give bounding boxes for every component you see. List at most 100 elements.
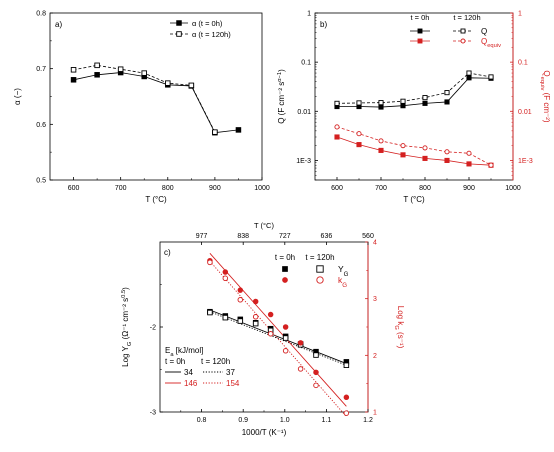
panel-c-top-tick-label: 636 (321, 233, 333, 240)
panel-b-legend-marker (417, 38, 423, 44)
panel-b-legend-header: t = 0h (411, 13, 430, 22)
panel-a-xtick-label: 800 (162, 185, 174, 192)
panel-b-xtick-label: 800 (419, 185, 431, 192)
panel-c-point (237, 318, 244, 324)
panel-b-legend-marker (417, 28, 423, 34)
panel-c-top-tick-label: 560 (362, 233, 374, 240)
panel-c-legend-label: YG (338, 264, 349, 278)
panel-c-ytick-label-right: 4 (373, 240, 377, 247)
panel-b-series-line (336, 72, 492, 104)
panel-c-point (343, 362, 350, 369)
panel-b-xtick-label: 1000 (505, 185, 521, 192)
panel-c-point (252, 320, 259, 327)
panel-c-point (237, 287, 244, 293)
panel-b-point (422, 155, 428, 161)
panel-a-xtick-label: 600 (68, 185, 80, 192)
panel-b-point (334, 124, 340, 130)
panel-b-ytick-label-right: 1E-3 (518, 158, 533, 165)
panel-c-point (207, 309, 213, 316)
panel-c-ylabel-left: Log YG (Ω⁻¹ cm⁻² s0.5) (121, 287, 133, 367)
panel-a-point (188, 82, 195, 89)
panel-b-legend-header: t = 120h (453, 13, 480, 22)
panel-c-point (282, 324, 289, 330)
panel-c-ea-value: 146 (184, 379, 198, 388)
panel-c-legend-header: t = 120h (305, 253, 334, 262)
panel-c-top-tick-label: 838 (237, 233, 249, 240)
panel-c-ylabel-right: Log kG (s⁻¹) (393, 306, 405, 349)
panel-b-ytick-label-left: 0.01 (297, 109, 311, 116)
panel-c-top-axis-label: T (°C) (254, 221, 274, 230)
panel-a-xtick-label: 1000 (254, 185, 270, 192)
panel-c-ytick-label-left: -2 (150, 325, 156, 332)
panel-a-point (94, 62, 100, 69)
panel-c-legend-marker (316, 276, 324, 284)
panel-c-point (343, 410, 350, 416)
panel-a-point (70, 67, 77, 73)
panel-c-top-tick-label: 977 (196, 233, 208, 240)
panel-b-xlabel: T (°C) (403, 195, 425, 204)
panel-a-point (141, 70, 147, 76)
panel-b-point (400, 98, 406, 104)
panel-c-xtick-label: 1.0 (280, 417, 290, 424)
panel-b-legend-marker (460, 28, 466, 34)
panel-a-legend-marker (176, 31, 182, 37)
panel-b-point (356, 100, 362, 106)
panel-b-ytick-label-right: 0.01 (518, 109, 532, 116)
panel-b-ytick-label-right: 0.1 (518, 60, 528, 67)
panel-c-xtick-label: 0.9 (238, 417, 248, 424)
panel-b-point (466, 150, 472, 156)
panel-c-point (267, 311, 274, 318)
panel-b-xtick-label: 700 (375, 185, 387, 192)
panel-c-ytick-label-left: -3 (150, 410, 156, 417)
panel-c-ytick-label-right: 3 (373, 296, 377, 303)
panel-a-ytick-label: 0.7 (36, 66, 46, 73)
panel-b-point (466, 70, 472, 76)
panel-c-legend-header: t = 0h (275, 253, 295, 262)
panel-b-point (378, 147, 384, 153)
panel-b-point (378, 138, 384, 144)
panel-a-point (117, 66, 124, 72)
panel-c-point (207, 259, 213, 266)
panel-c-point (222, 275, 229, 282)
panel-a-point (235, 127, 242, 133)
panel-b-point (378, 100, 384, 106)
panel-b-point (444, 157, 450, 163)
panel-a-xlabel: T (°C) (145, 195, 167, 204)
panel-b-point (400, 152, 406, 158)
panel-c-point (252, 298, 259, 305)
panel-b-label: b) (320, 20, 327, 29)
panel-a-point (165, 80, 171, 86)
panel-b-point (334, 134, 340, 140)
panel-c-fit-line (209, 309, 347, 364)
panel-c-legend-label: kG (338, 275, 347, 289)
panel-c-point (222, 269, 229, 275)
panel-c-legend-marker (282, 266, 288, 272)
panel-b-point (466, 161, 472, 167)
panel-a-ytick-label: 0.6 (36, 122, 46, 129)
panel-c-legend-marker (316, 265, 324, 273)
panel-c-ytick-label-right: 2 (373, 353, 377, 360)
panel-c-ea-col: t = 0h (165, 357, 185, 366)
panel-c-xlabel: 1000/T (K⁻¹) (242, 428, 287, 437)
panel-c-point (313, 382, 319, 389)
panel-b-ytick-label-left: 0.1 (301, 60, 311, 67)
panel-a-point (94, 72, 100, 78)
panel-c-ea-col: t = 120h (201, 357, 230, 366)
panel-a-series-line (73, 72, 239, 134)
panel-b-series-line (336, 126, 492, 166)
panel-a-label: a) (55, 20, 62, 29)
panel-a-xtick-label: 700 (115, 185, 127, 192)
panel-b-point (356, 131, 362, 137)
panel-b-ylabel-left: Q (F cm⁻² sα−1) (277, 69, 286, 124)
panel-b-series-line (337, 77, 492, 108)
panel-c-point (237, 297, 244, 303)
panel-c-point (267, 331, 274, 337)
panel-b-point (334, 100, 340, 106)
panel-c-xtick-label: 1.1 (322, 417, 332, 424)
panel-b-point (422, 100, 428, 106)
panel-b-point (422, 95, 428, 101)
panel-c-xtick-label: 0.8 (197, 417, 207, 424)
panel-a-ytick-label: 0.8 (36, 11, 46, 18)
panel-a-legend-label: α (t = 0h) (192, 19, 223, 28)
